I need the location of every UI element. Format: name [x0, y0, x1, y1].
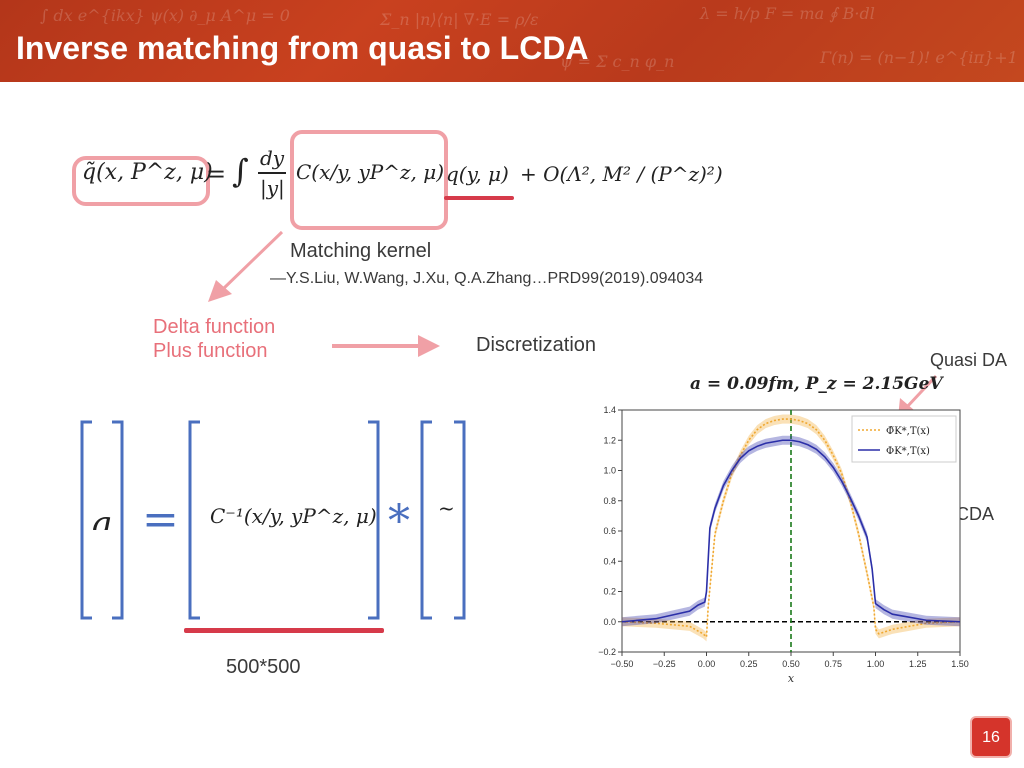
- fraction-numerator: dy: [260, 146, 285, 170]
- integral-sign: ∫: [232, 152, 249, 190]
- x-tick-label: 1.50: [951, 659, 969, 669]
- matrix-underline: [184, 628, 384, 633]
- multiply-star: *: [388, 496, 410, 547]
- background-scribble: ∫ dx e^{ikx} ψ(x) ∂_μ A^μ = 0: [40, 6, 290, 25]
- y-tick-label: 0.4: [603, 556, 616, 566]
- y-tick-label: 0.2: [603, 587, 616, 597]
- fraction-denominator: |y|: [260, 176, 285, 200]
- matrix-equals-sign: =: [142, 494, 179, 545]
- lcda-curve: [621, 439, 961, 623]
- page-number-badge: 16: [970, 716, 1012, 758]
- y-tick-label: −0.2: [598, 647, 616, 657]
- inverse-kernel-expr: C⁻¹(x/y, yP^z, μ): [210, 504, 377, 528]
- quasi-vector-tilde: ~: [438, 496, 455, 520]
- y-tick-label: 0.0: [603, 617, 616, 627]
- x-tick-label: 0.50: [782, 659, 800, 669]
- matching-kernel-expr: C(x/y, yP^z, μ): [296, 160, 445, 184]
- x-tick-label: 0.25: [740, 659, 758, 669]
- lcda-expr: q(y, μ): [446, 162, 509, 186]
- x-tick-label: 1.00: [867, 659, 885, 669]
- x-tick-label: 0.75: [824, 659, 842, 669]
- chart-title: a = 0.09fm, P_z = 2.15GeV: [690, 374, 943, 394]
- y-tick-label: 0.8: [603, 496, 616, 506]
- distribution-amplitude-chart: −0.50 −0.25 0.00 0.25 0.50 0.75 1.00 1.25 1.50 −0…: [598, 405, 969, 685]
- fraction-bar: [258, 172, 286, 174]
- x-tick-label: −0.50: [611, 659, 634, 669]
- slide-title: Inverse matching from quasi to LCDA: [16, 30, 589, 66]
- background-scribble: ψ = Σ c_n φ_n: [560, 52, 675, 71]
- matrix-bracket-close: [368, 420, 380, 620]
- matrix-bracket-open: [188, 420, 200, 620]
- power-correction: + O(Λ², M² / (P^z)²): [520, 162, 723, 186]
- discretization-label: Discretization: [476, 334, 597, 356]
- y-tick-label: 1.4: [603, 405, 616, 415]
- left-bracket-open: [80, 420, 92, 620]
- title-bar: ∫ dx e^{ikx} ψ(x) ∂_μ A^μ = 0 Σ_n |n⟩⟨n|…: [0, 0, 1024, 82]
- discretization-arrowhead: [418, 335, 440, 357]
- kernel-to-delta-arrow: [220, 230, 284, 292]
- rhs-underline: [444, 196, 514, 200]
- equals-sign: =: [206, 160, 227, 188]
- matching-kernel-label: Matching kernel: [290, 240, 432, 262]
- x-axis-label: x: [788, 672, 795, 685]
- right-bracket-close: [454, 420, 466, 620]
- quasi-da-curve: [621, 418, 961, 639]
- plus-function-label: Plus function: [153, 340, 268, 362]
- reference-citation: —Y.S.Liu, W.Wang, J.Xu, Q.A.Zhang…PRD99(…: [270, 270, 704, 287]
- y-tick-label: 1.0: [603, 466, 616, 476]
- lhs-quasi-da: q̃(x, P^z, μ): [82, 160, 213, 185]
- lcda-vector-symbol: q: [90, 504, 112, 530]
- x-tick-label: −0.25: [653, 659, 676, 669]
- legend-box: [851, 415, 957, 463]
- background-scribble: Σ_n |n⟩⟨n| ∇·E = ρ/ε: [380, 10, 539, 29]
- kernel-highlight-box: [290, 130, 448, 230]
- y-tick-label: 0.6: [603, 526, 616, 536]
- background-scribble: Γ(n) = (n−1)! e^{iπ}+1: [820, 48, 1018, 67]
- right-bracket-open: [420, 420, 432, 620]
- kernel-to-delta-arrowhead: [208, 280, 232, 302]
- matrix-brackets: [80, 420, 466, 620]
- quasi-da-arrow: [904, 374, 938, 410]
- lhs-highlight-box: [72, 156, 210, 206]
- legend-entry: ΦK*,T(x): [886, 446, 930, 457]
- x-tick-label: 0.00: [698, 659, 716, 669]
- x-tick-label: 1.25: [909, 659, 927, 669]
- background-scribble: λ = h/p F = ma ∮ B·dl: [700, 4, 875, 23]
- legend-entry: Φ̃K*,T(x): [886, 426, 930, 437]
- delta-function-label: Delta function: [153, 316, 276, 338]
- matrix-size-label: 500*500: [226, 656, 301, 678]
- y-tick-label: 1.2: [603, 435, 616, 445]
- left-bracket-close: [112, 420, 124, 620]
- quasi-da-label: Quasi DA: [930, 350, 1008, 370]
